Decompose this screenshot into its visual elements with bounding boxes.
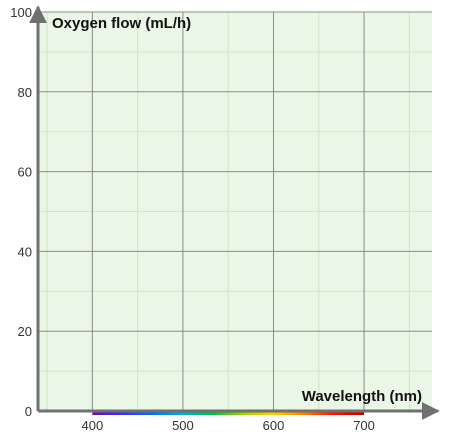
y-tick-label: 0: [25, 404, 32, 419]
major-grid: [38, 11, 432, 411]
x-tick-label: 400: [81, 418, 103, 433]
x-axis-title: Wavelength (nm): [302, 388, 422, 405]
x-tick-label: 600: [263, 418, 285, 433]
y-axis-title: Oxygen flow (mL/h): [52, 15, 191, 32]
minor-grid: [38, 12, 432, 411]
y-tick-label: 40: [18, 244, 32, 259]
y-tick-label: 60: [18, 165, 32, 180]
y-tick-label: 20: [18, 324, 32, 339]
x-tick-label: 700: [353, 418, 375, 433]
x-tick-labels: 400 500 600 700: [81, 418, 374, 433]
x-tick-label: 500: [172, 418, 194, 433]
y-tick-label: 80: [18, 85, 32, 100]
y-tick-label: 100: [10, 5, 32, 20]
y-tick-labels: 0 20 40 60 80 100: [10, 5, 32, 419]
